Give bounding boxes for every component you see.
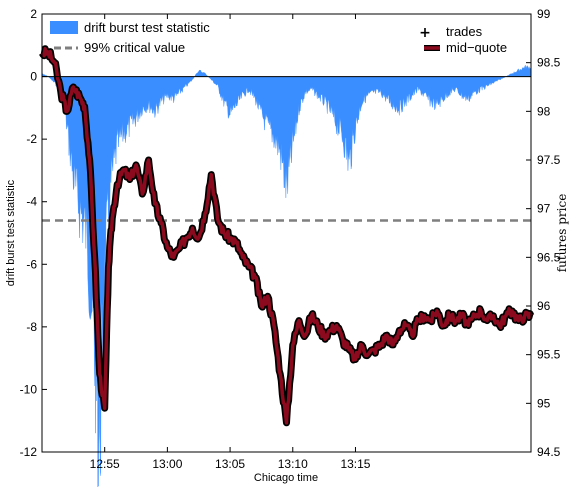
y-left-tick-label: -6 xyxy=(26,257,37,271)
axis-ticks xyxy=(42,13,531,453)
test-statistic-series xyxy=(41,64,532,487)
legend-label-critical-value: 99% critical value xyxy=(84,40,185,55)
x-tick-label: 13:10 xyxy=(278,457,308,471)
x-axis-label: Chicago time xyxy=(254,472,318,484)
legend-label-test-statistic: drift burst test statistic xyxy=(84,20,210,35)
y-right-tick-label: 96 xyxy=(537,299,551,313)
plot-frame xyxy=(41,13,532,453)
x-tick-label: 13:00 xyxy=(152,457,182,471)
legend-swatch-test-statistic xyxy=(50,21,78,34)
y-right-tick-label: 97.5 xyxy=(537,153,561,167)
y-right-tick-label: 98 xyxy=(537,104,551,118)
test-statistic-area xyxy=(41,64,532,487)
legend-swatch-trades: + xyxy=(419,25,431,41)
y-left-tick-label: -2 xyxy=(26,132,37,146)
y-left-tick-label: -8 xyxy=(26,320,37,334)
legend-label-mid-quote: mid−quote xyxy=(446,40,507,55)
x-tick-label: 12:55 xyxy=(90,457,120,471)
y-right-tick-label: 99 xyxy=(537,7,551,21)
legend-left: drift burst test statistic 99% critical … xyxy=(50,20,210,55)
y-right-tick-label: 94.5 xyxy=(537,445,561,459)
y-right-tick-label: 98.5 xyxy=(537,56,561,70)
legend-right: + trades mid−quote xyxy=(419,24,507,55)
y-axis-left-label: drift burst test statistic xyxy=(5,179,17,286)
y-right-tick-label: 95.5 xyxy=(537,348,561,362)
legend-label-trades: trades xyxy=(446,24,483,39)
axis-tick-labels: 2 0 -2 -4 -6 -8 -10 -12 99 98.5 98 97.5 97 96.5 96 95.5… xyxy=(20,7,561,471)
y-right-tick-label: 96.5 xyxy=(537,250,561,264)
y-left-tick-label: -12 xyxy=(20,445,38,459)
price-series xyxy=(39,45,535,427)
y-axis-right-label: futures price xyxy=(555,194,569,273)
mid-quote-line xyxy=(40,46,533,425)
x-tick-label: 13:15 xyxy=(340,457,370,471)
y-left-tick-label: -10 xyxy=(20,382,38,396)
y-left-tick-label: 2 xyxy=(30,7,37,21)
y-left-tick-label: -4 xyxy=(26,195,37,209)
x-tick-label: 13:05 xyxy=(215,457,245,471)
y-left-tick-label: 0 xyxy=(30,70,37,84)
y-right-tick-label: 95 xyxy=(537,396,551,410)
y-right-tick-label: 97 xyxy=(537,202,551,216)
